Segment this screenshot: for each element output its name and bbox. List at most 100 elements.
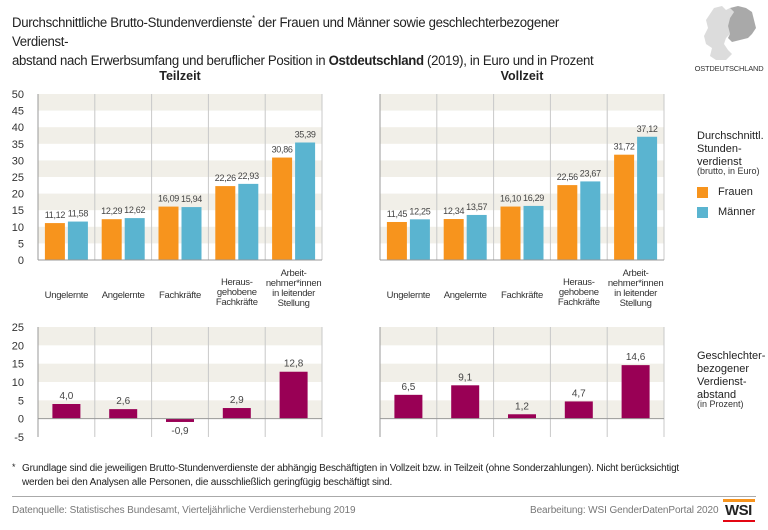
legend-gap-title-line: Verdienst- bbox=[697, 376, 747, 388]
data-label: 14,6 bbox=[626, 352, 646, 363]
bar-gap bbox=[394, 394, 423, 419]
grid-band bbox=[38, 127, 322, 144]
legend-gap-title-line: bezogener bbox=[697, 363, 749, 375]
data-source: Datenquelle: Statistisches Bundesamt, Vi… bbox=[12, 505, 356, 516]
category-label: Fachkräfte bbox=[216, 297, 258, 308]
bar-gap bbox=[564, 401, 593, 419]
category-label: Angelernte bbox=[102, 290, 145, 301]
legend-swatch-frauen bbox=[697, 186, 708, 198]
germany-map-icon bbox=[704, 6, 756, 60]
y-tick-label: 10 bbox=[12, 222, 24, 234]
title-text-2: der Frauen und Männer sowie geschlechter… bbox=[12, 15, 559, 50]
logo-top-bar bbox=[723, 499, 755, 502]
legend-earnings-title-line: verdienst bbox=[697, 156, 742, 168]
y-tick-label: 20 bbox=[12, 189, 24, 201]
data-label: 15,94 bbox=[181, 194, 202, 204]
legend-item-maenner: Männer bbox=[697, 206, 755, 218]
grid-band bbox=[38, 160, 322, 177]
bar-maenner bbox=[637, 136, 658, 260]
bar-maenner bbox=[181, 207, 202, 260]
legend-earnings-title: Durchschnittl. Stunden- verdienst bbox=[697, 130, 764, 169]
legend-label-maenner: Männer bbox=[718, 206, 756, 218]
data-label: 13,57 bbox=[466, 202, 487, 212]
legend-swatch-maenner bbox=[697, 206, 708, 218]
data-label: 12,62 bbox=[124, 205, 145, 215]
y-tick-label: 0 bbox=[18, 255, 24, 267]
data-label: 2,9 bbox=[230, 395, 244, 406]
category-label: Ungelernte bbox=[45, 290, 88, 301]
y-tick-label: 15 bbox=[12, 205, 24, 217]
data-label: 35,39 bbox=[295, 130, 316, 140]
y-tick-label: 45 bbox=[12, 106, 24, 118]
category-label: in leitender bbox=[272, 288, 315, 299]
grid-band bbox=[38, 94, 322, 111]
map-label: OSTDEUTSCHLAND bbox=[694, 64, 764, 73]
y-tick-label: 25 bbox=[12, 172, 24, 184]
legend-earnings-title-line: Stunden- bbox=[697, 143, 742, 155]
grid-band bbox=[38, 400, 322, 419]
category-label: Arbeit- bbox=[281, 268, 307, 279]
data-label: 22,93 bbox=[238, 171, 259, 181]
title-text-4: (2019), in Euro und in Prozent bbox=[423, 53, 594, 69]
y-tick-label: 35 bbox=[12, 139, 24, 151]
y-tick-label: 15 bbox=[12, 359, 24, 371]
grid-band bbox=[380, 327, 664, 346]
grid-band bbox=[380, 400, 664, 419]
data-label: 12,29 bbox=[101, 206, 122, 216]
footnote: * Grundlage sind die jeweiligen Brutto-S… bbox=[12, 462, 712, 490]
bar-maenner bbox=[295, 142, 316, 260]
bar-frauen bbox=[500, 206, 521, 260]
bar-frauen bbox=[101, 219, 122, 260]
data-label: 31,72 bbox=[614, 142, 635, 152]
footer-divider bbox=[12, 496, 756, 497]
bar-frauen bbox=[443, 219, 464, 260]
grid-band bbox=[380, 127, 664, 144]
bar-frauen bbox=[215, 186, 236, 260]
title-footnote-mark: * bbox=[252, 14, 255, 23]
category-label: Arbeit- bbox=[623, 268, 649, 279]
category-label: Fachkräfte bbox=[558, 297, 600, 308]
bar-gap bbox=[451, 385, 480, 419]
chart-canvas: Teilzeit Vollzeit 11,12 11,58 Ungelernte 4,0 1… bbox=[12, 69, 665, 444]
y-tick-label: 10 bbox=[12, 377, 24, 389]
data-label: 30,86 bbox=[272, 145, 293, 155]
legend-earnings-title-line: Durchschnittl. bbox=[697, 130, 764, 142]
data-label: 11,12 bbox=[45, 210, 66, 220]
category-label: Angelernte bbox=[444, 290, 487, 301]
y-tick-label: 5 bbox=[18, 238, 24, 250]
bar-frauen bbox=[158, 206, 179, 260]
y-tick-label: 30 bbox=[12, 155, 24, 167]
category-label: gehobene bbox=[559, 287, 599, 298]
data-label: 4,7 bbox=[572, 388, 586, 399]
y-tick-label: 25 bbox=[12, 322, 24, 334]
data-label: 37,12 bbox=[637, 124, 658, 134]
data-label: 12,25 bbox=[409, 206, 430, 216]
data-label: 16,09 bbox=[158, 194, 179, 204]
category-label: Fachkräfte bbox=[501, 290, 543, 301]
legend-earnings-subtitle: (brutto, in Euro) bbox=[697, 166, 760, 176]
category-label: Ungelernte bbox=[387, 290, 430, 301]
bar-maenner bbox=[409, 219, 430, 260]
data-label: 4,0 bbox=[59, 391, 73, 402]
legend-gap-title-line: abstand bbox=[697, 389, 737, 401]
chart-title: Durchschnittliche Brutto-Stundenverdiens… bbox=[12, 9, 607, 71]
bar-frauen bbox=[614, 154, 635, 260]
data-label: 1,2 bbox=[515, 401, 529, 412]
title-text-1: Durchschnittliche Brutto-Stundenverdiens… bbox=[12, 15, 253, 31]
grid-band bbox=[38, 327, 322, 346]
y-tick-label: -5 bbox=[14, 432, 24, 444]
data-label: -0,9 bbox=[171, 426, 189, 437]
bar-gap bbox=[621, 365, 650, 419]
y-tick-label: 0 bbox=[18, 414, 24, 426]
title-text-3: abstand nach Erwerbsumfang und beruflich… bbox=[12, 53, 329, 69]
legend-item-frauen: Frauen bbox=[697, 186, 753, 198]
category-label: Heraus- bbox=[563, 277, 595, 288]
category-label: Stellung bbox=[620, 298, 652, 309]
bar-gap bbox=[222, 408, 251, 419]
bar-gap bbox=[166, 418, 194, 422]
grid-band bbox=[380, 94, 664, 111]
bar-frauen bbox=[557, 185, 578, 260]
footnote-mark: * bbox=[12, 462, 16, 472]
data-label: 23,67 bbox=[580, 168, 601, 178]
y-tick-label: 40 bbox=[12, 122, 24, 134]
